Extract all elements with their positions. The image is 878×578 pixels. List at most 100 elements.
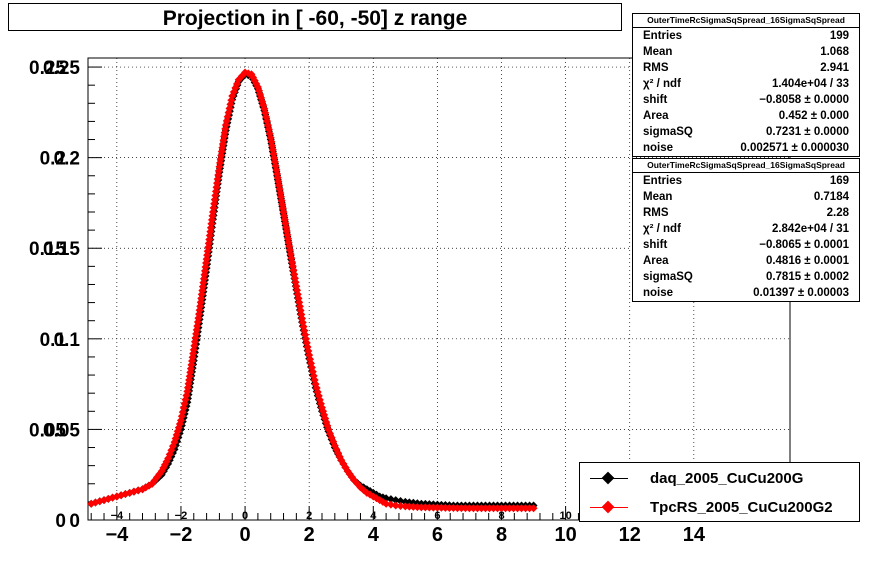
data-point: [485, 504, 494, 513]
y-tick-label-secondary: 0: [55, 511, 66, 532]
stats-label: RMS: [643, 62, 669, 74]
stats-row-area: Area 0.452 ± 0.000: [633, 108, 859, 124]
stats-row-entries: Entries 169: [633, 173, 859, 189]
stats-title: OuterTimeRcSigmaSqSpread_16SigmaSqSpread: [633, 159, 859, 173]
y-tick-label: 0.15: [43, 239, 80, 260]
y-tick-label-secondary: 0.25: [29, 58, 66, 79]
data-point: [517, 504, 526, 513]
stats-row-rms: RMS 2.28: [633, 205, 859, 221]
series-tpcrs: [87, 68, 538, 513]
x-tick-label: 10: [554, 524, 576, 546]
x-tick-label: 4: [368, 524, 380, 546]
stats-value: 0.7815 ± 0.0002: [765, 271, 849, 283]
x-tick-label: 8: [496, 524, 507, 546]
legend-label: TpcRS_2005_CuCu200G2: [650, 498, 833, 516]
stats-label: Area: [643, 255, 669, 267]
x-tick-label-minor: 2: [306, 510, 312, 522]
x-tick-label: 14: [683, 524, 706, 546]
y-tick-label: 0.05: [43, 420, 80, 441]
stats-value: 2.941: [820, 62, 849, 74]
y-tick-label-secondary: 0.15: [29, 239, 66, 260]
legend-entry-daq: daq_2005_CuCu200G: [580, 464, 859, 492]
legend-label: daq_2005_CuCu200G: [650, 469, 804, 487]
stats-label: shift: [643, 94, 668, 106]
stats-row-sigmasq: sigmaSQ 0.7231 ± 0.0000: [633, 124, 859, 140]
data-point: [497, 504, 506, 513]
data-point: [525, 504, 534, 513]
stats-label: noise: [643, 142, 674, 154]
data-point: [513, 504, 522, 513]
legend: daq_2005_CuCu200G TpcRS_2005_CuCu200G2: [579, 462, 860, 522]
stats-value: 2.842e+04 / 31: [771, 223, 849, 235]
stats-label: sigmaSQ: [643, 271, 693, 283]
stats-row-shift: shift −0.8065 ± 0.0001: [633, 237, 859, 253]
stats-value: 0.002571 ± 0.000030: [740, 142, 849, 154]
stats-label: χ² / ndf: [643, 78, 681, 90]
data-point: [391, 501, 400, 510]
diamond-marker-icon: [601, 471, 615, 485]
data-point: [465, 504, 474, 513]
series-group: [87, 68, 538, 513]
stats-value: 2.28: [826, 207, 849, 219]
data-point: [286, 250, 295, 259]
y-tick-label-secondary: 0.1: [40, 330, 67, 351]
y-tick-label-secondary: 0.2: [40, 149, 66, 170]
stats-value: −0.8058 ± 0.0000: [759, 94, 849, 106]
stats-box-daq: OuterTimeRcSigmaSqSpread_16SigmaSqSpread…: [632, 13, 860, 157]
axes: 000.050.050.10.10.150.150.20.20.250.25−4…: [29, 58, 785, 546]
diamond-marker-icon: [601, 500, 615, 514]
stats-row-mean: Mean 0.7184: [633, 189, 859, 205]
stats-row-shift: shift −0.8058 ± 0.0000: [633, 92, 859, 108]
stats-value: 1.068: [820, 46, 849, 58]
x-tick-label: −2: [170, 524, 193, 546]
data-point: [529, 504, 538, 513]
stats-row-rms: RMS 2.941: [633, 60, 859, 76]
x-tick-label-minor: 6: [434, 510, 440, 522]
x-tick-label: 6: [432, 524, 443, 546]
chart-title: Projection in [ -60, -50] z range: [8, 3, 622, 31]
stats-row-mean: Mean 1.068: [633, 44, 859, 60]
stats-value: 0.7231 ± 0.0000: [765, 126, 849, 138]
y-tick-label: 0.25: [43, 58, 80, 79]
legend-entry-tpcrs: TpcRS_2005_CuCu200G2: [580, 493, 859, 521]
data-point: [521, 504, 530, 513]
x-tick-label-minor: −4: [111, 510, 124, 522]
stats-row-chi2: χ² / ndf 1.404e+04 / 33: [633, 76, 859, 92]
stats-value: −0.8065 ± 0.0001: [759, 239, 849, 251]
x-tick-label: 0: [240, 524, 251, 546]
y-tick-label: 0.1: [54, 330, 81, 351]
data-point: [493, 504, 502, 513]
x-tick-label: 2: [304, 524, 315, 546]
stats-row-sigmasq: sigmaSQ 0.7815 ± 0.0002: [633, 269, 859, 285]
stats-label: shift: [643, 239, 668, 251]
x-tick-label: 12: [619, 524, 641, 546]
stats-label: RMS: [643, 207, 669, 219]
x-tick-label: −4: [105, 524, 129, 546]
data-point: [477, 504, 486, 513]
data-point: [469, 504, 478, 513]
data-point: [481, 504, 490, 513]
stats-row-chi2: χ² / ndf 2.842e+04 / 31: [633, 221, 859, 237]
stats-value: 0.452 ± 0.000: [778, 110, 849, 122]
stats-label: χ² / ndf: [643, 223, 681, 235]
stats-value: 0.01397 ± 0.00003: [753, 287, 849, 299]
y-tick-label: 0: [69, 511, 80, 532]
legend-marker: [580, 493, 636, 521]
legend-marker: [580, 464, 636, 492]
x-tick-label-minor: 0: [242, 510, 248, 522]
stats-row-noise: noise 0.002571 ± 0.000030: [633, 140, 859, 156]
stats-value: 169: [829, 175, 849, 187]
x-tick-label-minor: 8: [498, 510, 504, 522]
data-point: [489, 504, 498, 513]
stats-label: noise: [643, 287, 674, 299]
stats-value: 1.404e+04 / 33: [771, 78, 849, 90]
stats-label: Entries: [643, 30, 682, 42]
stats-value: 0.7184: [813, 191, 849, 203]
x-tick-label-minor: 4: [370, 510, 377, 522]
stats-box-tpcrs: OuterTimeRcSigmaSqSpread_16SigmaSqSpread…: [632, 158, 860, 302]
data-point: [505, 504, 514, 513]
stats-label: Entries: [643, 175, 682, 187]
stats-title: OuterTimeRcSigmaSqSpread_16SigmaSqSpread: [633, 14, 859, 28]
stats-label: Area: [643, 110, 669, 122]
data-point: [509, 504, 518, 513]
